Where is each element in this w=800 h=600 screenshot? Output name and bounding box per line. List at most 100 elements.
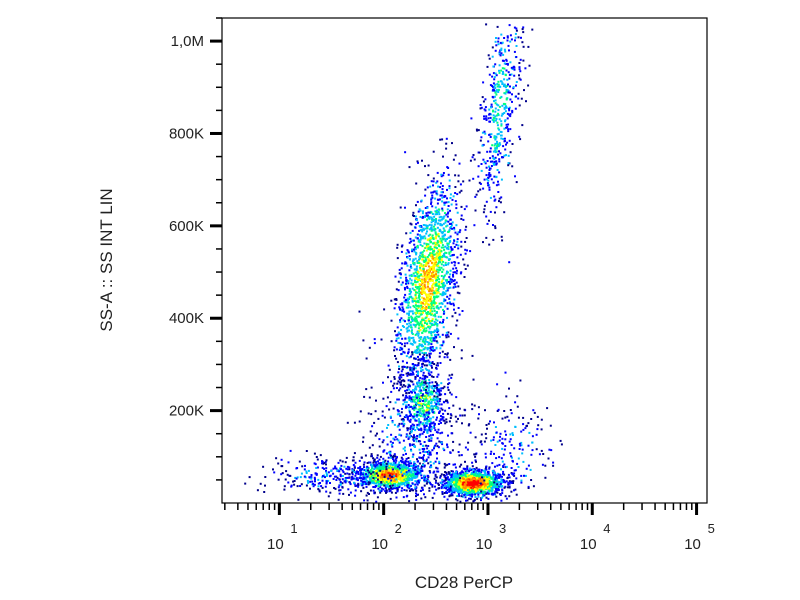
data-point [406,330,409,333]
data-point [463,276,466,278]
data-point [506,117,509,120]
data-point [440,215,442,218]
data-point [399,334,402,337]
data-point [412,248,415,251]
data-point [415,301,417,304]
data-point [357,484,360,487]
data-point [399,374,402,377]
data-point [466,465,469,468]
data-point [492,72,495,75]
data-point [465,484,468,487]
data-point [427,404,430,407]
data-point [505,89,508,91]
data-point [480,499,482,502]
data-point [423,285,426,288]
data-point [440,275,443,277]
data-point [362,478,365,480]
data-point [423,484,426,487]
data-point [412,239,415,242]
data-point [442,318,445,321]
data-point [432,264,435,267]
data-point [422,227,425,230]
data-point [436,226,439,229]
data-point [447,201,450,204]
data-point [403,342,406,345]
data-point [439,306,442,309]
data-point [464,252,467,255]
data-point [527,45,530,48]
data-point [488,476,490,479]
data-point [466,466,469,469]
data-point [429,346,432,349]
data-point [462,218,465,221]
data-point [430,202,432,205]
data-point [437,262,440,265]
data-point [452,304,455,307]
data-point [485,174,488,177]
data-point [380,487,383,490]
data-point [430,191,433,194]
data-point [448,241,451,243]
data-point [421,470,424,472]
data-point [420,284,423,287]
data-point [383,465,386,468]
data-point [434,321,437,324]
data-point [485,115,488,118]
data-point [507,162,510,165]
data-point [439,475,442,478]
data-point [479,139,482,142]
data-point [420,279,423,282]
data-point [401,306,404,309]
data-point [384,477,387,480]
data-point [391,480,394,483]
data-point [445,473,448,476]
data-point [477,474,480,477]
data-point [464,248,467,251]
data-point [492,109,495,112]
data-point [445,279,447,282]
data-point [518,135,521,138]
data-point [424,286,427,289]
data-point [492,65,495,68]
data-point [420,467,423,470]
data-point [363,499,366,502]
data-point [446,238,448,240]
data-point [504,62,507,65]
data-point [417,321,420,324]
data-point [432,218,435,221]
data-point [379,462,382,465]
data-point [373,458,376,461]
data-point [405,404,408,407]
data-point [398,272,401,275]
data-point [429,245,432,248]
data-point [490,103,493,106]
data-point [418,462,421,465]
data-point [483,204,486,207]
data-point [422,256,425,259]
data-point [432,388,435,391]
data-point [413,250,416,253]
data-point [424,340,427,343]
data-point [428,216,431,219]
data-point [413,318,416,321]
data-point [430,390,433,393]
data-point [353,477,356,480]
data-point [420,304,423,307]
data-point [440,393,443,396]
data-point [448,484,451,487]
data-point [432,384,435,387]
data-point [399,459,402,462]
data-point [426,397,429,400]
data-point [488,490,491,493]
data-point [524,67,527,70]
data-point [469,250,472,253]
data-point [452,158,455,161]
data-point [445,147,448,150]
data-point [492,114,495,117]
data-point [419,266,422,269]
data-point [504,50,507,53]
data-point [428,239,431,242]
data-point [515,56,518,58]
data-point [427,318,430,321]
data-point [477,489,479,492]
